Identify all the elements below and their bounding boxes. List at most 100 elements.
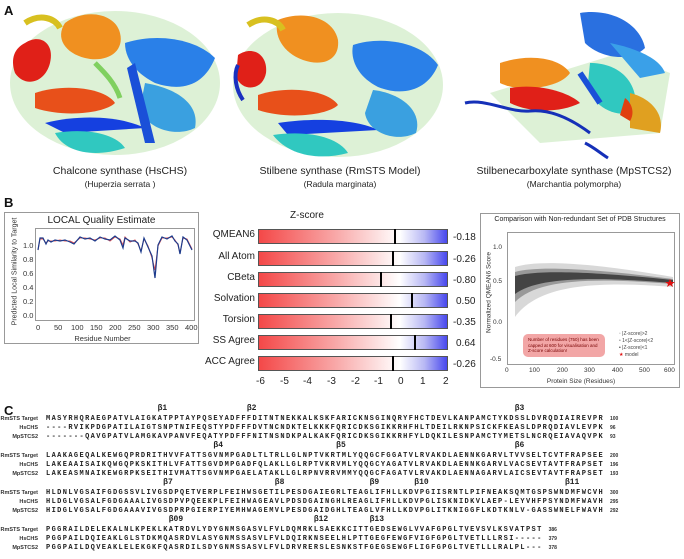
residue-count: 292: [610, 508, 619, 514]
x-tick: 350: [166, 323, 179, 332]
legend-item: • |Z-score|<1: [619, 345, 648, 351]
residue-count: 100: [610, 416, 619, 422]
beta-strand-label: β12: [313, 515, 329, 524]
alignment-block: β4 β5 β6 RmSTS Target LAAKAGEQALKEWGQPRDRITH…: [0, 441, 684, 479]
legend-item: ★ model: [619, 352, 639, 358]
alignment-row: RmSTS Target MASYRHQRAEGPATVLAIGKATPPTAYP…: [0, 415, 684, 424]
zscore-value: -0.18: [453, 232, 476, 243]
protein-structure-hschs: [5, 3, 225, 163]
residue-count: 96: [610, 425, 616, 431]
y-tick: -0.5: [490, 356, 502, 363]
structure-caption-rmsts: Stilbene synthase (RmSTS Model) (Radula …: [245, 165, 435, 191]
y-tick: 1.0: [493, 244, 503, 251]
sequence-name: MpSTCS2: [12, 545, 38, 551]
zscore-row-torsion: Torsion: [200, 314, 448, 329]
beta-strand-label: β5: [336, 441, 346, 450]
legend-item: • |Z-score|>2: [619, 331, 648, 337]
alignment-row: MpSTCS2 HIDGLVGSALFGDGAAAVIVGSDPRPGIERPIY…: [0, 507, 684, 516]
sequence-residues: MASYRHQRAEGPATVLAIGKATPPTAYPQSEYADFFFDIT…: [46, 415, 605, 423]
zscore-value: -0.80: [453, 275, 476, 286]
zscore-label: QMEAN6: [212, 229, 255, 240]
sequence-name: RmSTS Target: [0, 490, 39, 496]
panel-letter-a: A: [4, 3, 14, 18]
line-plot: [35, 228, 195, 321]
zscore-value: -0.26: [453, 254, 476, 265]
x-tick: -5: [280, 376, 289, 387]
zscore-label: CBeta: [227, 272, 255, 283]
x-tick: -1: [374, 376, 383, 387]
zscore-marker: [394, 229, 396, 244]
structure-name: Stilbene synthase (RmSTS Model): [259, 165, 421, 177]
zscore-marker: [411, 293, 413, 308]
x-tick: 100: [529, 367, 540, 374]
residue-count: 386: [548, 527, 557, 533]
zscore-bar: [258, 356, 448, 371]
residue-count: 295: [610, 499, 619, 505]
residue-count: 379: [548, 536, 557, 542]
x-tick: 250: [128, 323, 141, 332]
panel-letter-b: B: [4, 195, 14, 210]
sequence-residues: LAAKAGEQALKEWGQPRDRITHVVFATTSGVNMPGADLTL…: [46, 452, 605, 460]
beta-strand-label: β2: [246, 404, 257, 413]
sequence-name: RmSTS Target: [0, 453, 39, 459]
x-tick: 300: [584, 367, 595, 374]
capping-note: Number of residues (750) has been capped…: [523, 334, 605, 357]
residue-count: 196: [610, 462, 619, 468]
zscore-label: Solvation: [213, 293, 255, 304]
zscore-label: ACC Agree: [204, 356, 255, 367]
zscore-label: All Atom: [218, 251, 255, 262]
sequence-name: HsCHS: [19, 536, 38, 542]
beta-strand-label: β9: [369, 478, 380, 487]
zscore-row-all-atom: All Atom: [200, 251, 448, 266]
zscore-row-qmean6: QMEAN6: [200, 229, 448, 244]
zscore-marker: [390, 314, 392, 329]
beta-strand-label: β4: [213, 441, 223, 450]
x-tick: 2: [443, 376, 449, 387]
structure-organism: (Marchantia polymorpha): [526, 179, 622, 189]
x-tick: 400: [185, 323, 198, 332]
zscore-value: 0.64: [456, 338, 476, 349]
x-tick: 0: [36, 323, 41, 332]
x-tick: 400: [612, 367, 623, 374]
sequence-residues: HIDGLVGSALFGDGAAAVIVGSDPRPGIERPIYEMHWAGE…: [46, 507, 605, 515]
alignment-row: RmSTS Target LAAKAGEQALKEWGQPRDRITHVVFATT…: [0, 452, 684, 461]
sequence-name: MpSTCS2: [12, 434, 38, 440]
x-tick: 50: [54, 323, 63, 332]
beta-strand-label: β8: [274, 478, 285, 487]
x-tick: 200: [109, 323, 122, 332]
structure-organism: (Radula marginata): [303, 179, 377, 189]
sequence-name: MpSTCS2: [12, 508, 38, 514]
residue-count: 193: [610, 471, 619, 477]
scatter-legend: • |Z-score|>2 • 1<|Z-score|<2 • |Z-score…: [619, 331, 653, 359]
x-tick: 300: [147, 323, 160, 332]
y-tick: 0.5: [493, 278, 503, 285]
zscore-bar: [258, 229, 448, 244]
x-tick: 1: [420, 376, 426, 387]
zscore-row-acc-agree: ACC Agree: [200, 356, 448, 371]
x-tick: 150: [90, 323, 103, 332]
beta-strand-label: β6: [514, 441, 525, 450]
sequence-residues: HLDGLVGSALFGDGAAALIVGSDPVPQEEKPLFEIHWAGE…: [46, 498, 605, 506]
x-tick: 0: [505, 367, 509, 374]
sequence-name: HsCHS: [19, 425, 38, 431]
y-axis-label: Normalized QMEAN6 Score: [485, 252, 493, 333]
chart-title: LOCAL Quality Estimate: [47, 215, 156, 226]
zscore-label: Torsion: [222, 314, 255, 325]
y-tick: 1.0: [23, 241, 34, 250]
y-axis-label: Predicted Local Similarity to Target: [11, 217, 19, 326]
sequence-residues: PGGPAILDQVEAKLELEKGKFQASRDILSDYGNMSSASVL…: [46, 544, 543, 552]
alignment-row: HsCHS LAKEAAISAIKQWGQPKSKITHLVFATTSGVDMPG…: [0, 461, 684, 470]
sequence-residues: PGGPAILDQIEAKLGLSTDKMQASRDVLASYGNMSSASVL…: [46, 535, 543, 543]
sequence-residues: LAKEASMNAIKEWGRPKSEITHIVMATTSGVNMPGAELAT…: [46, 470, 605, 478]
local-quality-chart: LOCAL Quality Estimate Predicted Local S…: [4, 212, 199, 344]
alignment-row: RmSTS Target PGGRAILDELEKALNLKPEKLKATRDVL…: [0, 526, 684, 535]
zscore-value: -0.26: [453, 359, 476, 370]
zscore-marker: [392, 251, 394, 266]
zscore-marker: [380, 272, 382, 287]
zscore-marker: [414, 335, 416, 350]
x-axis-label: Protein Size (Residues): [546, 378, 616, 385]
chart-title: Z-score: [290, 210, 324, 221]
beta-strand-label: β7: [163, 478, 173, 487]
y-tick: 0.8: [23, 255, 34, 264]
zscore-bar: [258, 314, 448, 329]
